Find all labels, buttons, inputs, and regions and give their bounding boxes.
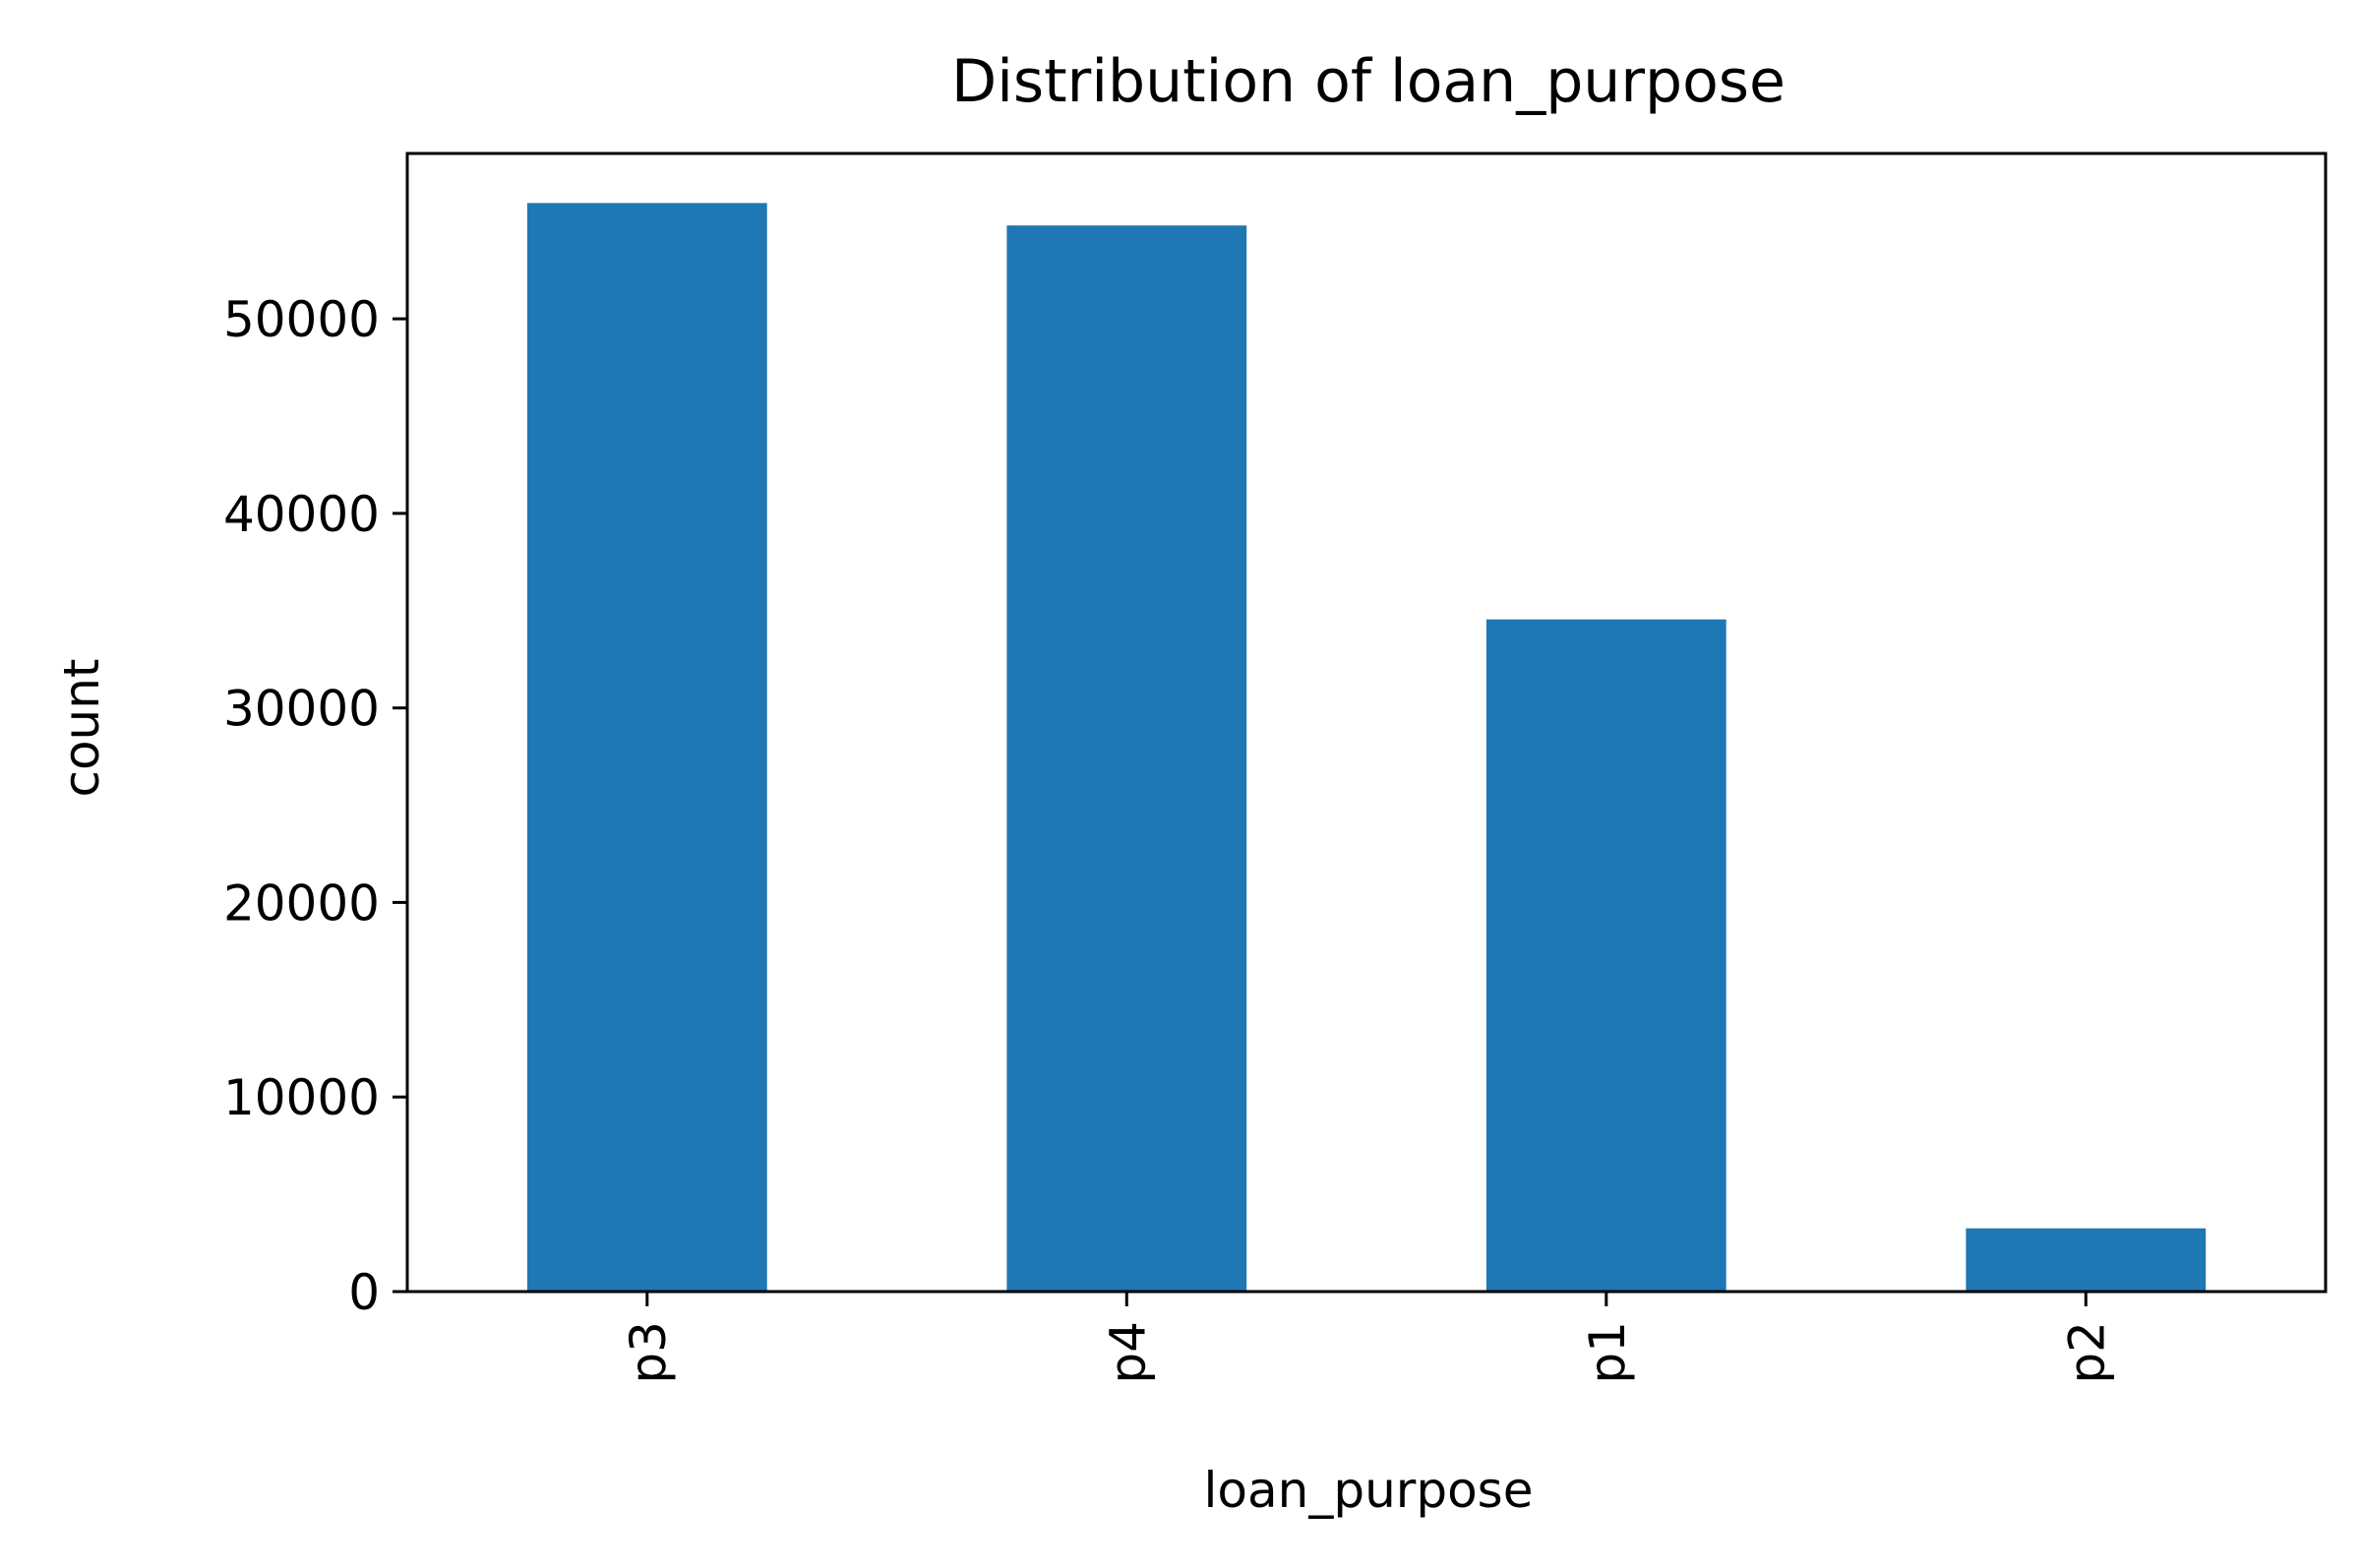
x-tick-label-p3: p3 — [620, 1321, 677, 1384]
x-axis-title: loan_purpose — [1204, 1462, 1534, 1519]
plot-area: 0 10000 20000 30000 40000 50000 p3 p4 p1 p2 — [223, 151, 2328, 1384]
x-tick-label-p1: p1 — [1579, 1321, 1636, 1384]
x-tick-label-p4: p4 — [1099, 1321, 1156, 1384]
bar-p3 — [526, 203, 767, 1292]
y-tick-label: 40000 — [223, 486, 380, 543]
y-tick-label: 0 — [348, 1264, 380, 1321]
y-tick-label: 30000 — [223, 681, 380, 738]
bar-p1 — [1485, 619, 1726, 1292]
bar-p4 — [1006, 225, 1247, 1293]
y-tick-label: 10000 — [223, 1069, 380, 1126]
y-axis-title: count — [53, 658, 110, 797]
y-tick-label: 50000 — [223, 291, 380, 348]
axes-frame — [405, 151, 2328, 1294]
chart-title: Distribution of loan_purpose — [951, 47, 1786, 116]
bar-p2 — [1966, 1228, 2207, 1292]
y-tick-label: 20000 — [223, 874, 380, 932]
x-tick-label-p2: p2 — [2058, 1321, 2115, 1384]
